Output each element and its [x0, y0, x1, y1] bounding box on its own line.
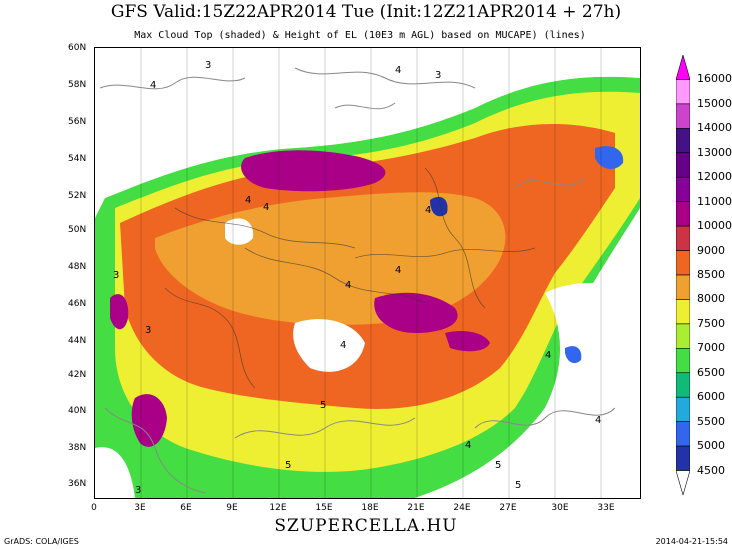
contour-label: 4: [345, 280, 351, 291]
lon-label: 12E: [269, 503, 287, 513]
contour-label: 3: [145, 325, 151, 336]
lon-label: 33E: [597, 503, 615, 513]
colorbar-swatch: [676, 79, 690, 105]
lon-label: 21E: [407, 503, 425, 513]
contour-label: 4: [395, 265, 401, 276]
colorbar-label: 7000: [697, 341, 725, 355]
colorbar-swatch: [676, 103, 690, 129]
colorbar-label: 16000: [697, 72, 732, 86]
contour-label: 3: [113, 270, 119, 281]
site-name: SZUPERCELLA.HU: [274, 516, 458, 536]
contour-label: 3: [435, 70, 441, 81]
lon-label: 0: [91, 503, 97, 513]
contour-label: 4: [395, 65, 401, 76]
colorbar-swatch: [676, 55, 690, 80]
contour-label: 4: [263, 202, 269, 213]
map-area: 4 3 4 3 4 4 5 4 3 4 4 4 5 4 5 3 4 4 3 5: [94, 47, 641, 499]
lon-label: 27E: [499, 503, 517, 513]
lat-label: 42N: [68, 370, 87, 380]
grads-credit: GrADS: COLA/IGES: [4, 537, 79, 546]
contour-label: 4: [245, 195, 251, 206]
colorbar-label: 10000: [697, 219, 732, 233]
contour-label: 3: [205, 60, 211, 71]
contour-label: 4: [465, 440, 471, 451]
colorbar-label: 5000: [697, 439, 725, 453]
map-title: GFS Valid:15Z22APR2014 Tue (Init:12Z21AP…: [110, 2, 622, 22]
lat-label: 54N: [68, 154, 87, 164]
colorbar-label: 5500: [697, 414, 725, 428]
colorbar-swatch: [676, 176, 690, 202]
lat-label: 44N: [68, 336, 87, 346]
colorbar-label: 12000: [697, 170, 732, 184]
contour-label: 5: [285, 460, 291, 471]
colorbar-swatch: [676, 274, 690, 300]
colorbar-swatch: [676, 299, 690, 325]
contour-label: 4: [595, 415, 601, 426]
colorbar-swatch: [676, 323, 690, 349]
lat-label: 40N: [68, 406, 87, 416]
colorbar-label: 6500: [697, 365, 725, 379]
timestamp: 2014-04-21-15:54: [655, 537, 728, 546]
contour-label: 5: [515, 480, 521, 491]
colorbar-label: 8500: [697, 268, 725, 281]
colorbar-swatch: [676, 201, 690, 227]
lat-label: 48N: [68, 262, 87, 272]
contour-label: 4: [150, 80, 156, 91]
lat-label: 38N: [68, 443, 87, 453]
colorbar-swatch: [676, 152, 690, 178]
contour-label: 4: [545, 350, 551, 361]
colorbar-label: 8000: [697, 292, 725, 306]
colorbar-swatch: [676, 348, 690, 374]
lat-label: 58N: [68, 80, 87, 90]
colorbar-swatch: [676, 128, 690, 154]
colorbar-swatch: [676, 421, 690, 447]
colorbar-label: 14000: [697, 121, 732, 135]
lat-label: 52N: [68, 191, 87, 201]
lat-label: 56N: [68, 117, 87, 127]
contour-label: 3: [135, 485, 141, 496]
colorbar: [676, 55, 690, 495]
colorbar-label: 11000: [697, 194, 732, 208]
contour-label: 4: [340, 340, 346, 351]
colorbar-swatch: [676, 470, 690, 495]
lat-label: 36N: [68, 479, 87, 489]
contour-label: 5: [495, 460, 501, 471]
colorbar-swatch: [676, 445, 690, 471]
lat-label: 50N: [68, 225, 87, 235]
lon-label: 6E: [180, 503, 192, 513]
colorbar-swatch: [676, 396, 690, 422]
lon-label: 15E: [315, 503, 333, 513]
lon-label: 30E: [551, 503, 569, 513]
colorbar-swatch: [676, 250, 690, 276]
colorbar-label: 13000: [697, 145, 732, 159]
lon-label: 9E: [226, 503, 238, 513]
colorbar-label: 9000: [697, 243, 725, 257]
lon-label: 3E: [134, 503, 146, 513]
contour-label: 5: [320, 400, 326, 411]
colorbar-swatch: [676, 225, 690, 251]
colorbar-label: 4500: [697, 463, 725, 477]
colorbar-swatch: [676, 372, 690, 398]
lat-label: 46N: [68, 299, 87, 309]
lat-label: 60N: [68, 43, 87, 53]
map-subtitle: Max Cloud Top (shaded) & Height of EL (1…: [134, 30, 586, 41]
colorbar-label: 6000: [697, 390, 725, 404]
forecast-field: 4 3 4 3 4 4 5 4 3 4 4 4 5 4 5 3 4 4 3 5: [95, 48, 640, 498]
lon-label: 18E: [361, 503, 379, 513]
colorbar-label: 7500: [697, 316, 725, 330]
lon-label: 24E: [453, 503, 471, 513]
contour-label: 4: [425, 205, 431, 216]
colorbar-label: 15000: [697, 96, 732, 110]
